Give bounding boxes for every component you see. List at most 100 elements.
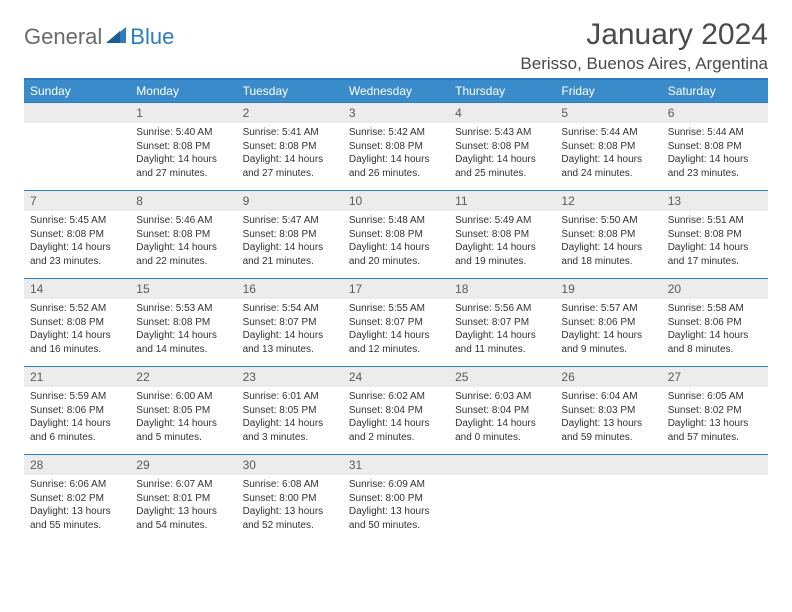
daylight-text: Daylight: 13 hours and 54 minutes. [136,505,230,532]
day-data-cell: Sunrise: 5:56 AMSunset: 8:07 PMDaylight:… [449,299,555,367]
sunset-text: Sunset: 8:00 PM [243,492,337,506]
sunset-text: Sunset: 8:07 PM [455,316,549,330]
day-number-cell: 8 [130,191,236,212]
day-data-cell: Sunrise: 5:58 AMSunset: 8:06 PMDaylight:… [662,299,768,367]
day-data-cell: Sunrise: 5:59 AMSunset: 8:06 PMDaylight:… [24,387,130,455]
day-number-row: 78910111213 [24,191,768,212]
day-data-cell: Sunrise: 5:47 AMSunset: 8:08 PMDaylight:… [237,211,343,279]
day-number-cell: 14 [24,279,130,300]
day-data-cell: Sunrise: 6:02 AMSunset: 8:04 PMDaylight:… [343,387,449,455]
calendar-table: Sunday Monday Tuesday Wednesday Thursday… [24,78,768,542]
day-number-cell: 3 [343,103,449,124]
daylight-text: Daylight: 14 hours and 8 minutes. [668,329,762,356]
day-data-row: Sunrise: 5:40 AMSunset: 8:08 PMDaylight:… [24,123,768,191]
sunrise-text: Sunrise: 5:48 AM [349,214,443,228]
day-number-cell: 11 [449,191,555,212]
day-data-cell: Sunrise: 5:52 AMSunset: 8:08 PMDaylight:… [24,299,130,367]
daylight-text: Daylight: 14 hours and 27 minutes. [243,153,337,180]
day-data-cell: Sunrise: 6:01 AMSunset: 8:05 PMDaylight:… [237,387,343,455]
sunset-text: Sunset: 8:06 PM [668,316,762,330]
day-number-cell: 1 [130,103,236,124]
day-header: Tuesday [237,79,343,103]
sunrise-text: Sunrise: 5:41 AM [243,126,337,140]
daylight-text: Daylight: 14 hours and 18 minutes. [561,241,655,268]
sunrise-text: Sunrise: 5:44 AM [561,126,655,140]
day-data-cell: Sunrise: 5:55 AMSunset: 8:07 PMDaylight:… [343,299,449,367]
sunset-text: Sunset: 8:04 PM [349,404,443,418]
day-number-cell: 22 [130,367,236,388]
day-number-cell: 15 [130,279,236,300]
daylight-text: Daylight: 13 hours and 55 minutes. [30,505,124,532]
day-data-row: Sunrise: 6:06 AMSunset: 8:02 PMDaylight:… [24,475,768,542]
day-data-cell: Sunrise: 6:07 AMSunset: 8:01 PMDaylight:… [130,475,236,542]
sunrise-text: Sunrise: 5:54 AM [243,302,337,316]
day-data-cell: Sunrise: 5:40 AMSunset: 8:08 PMDaylight:… [130,123,236,191]
daylight-text: Daylight: 14 hours and 5 minutes. [136,417,230,444]
sunset-text: Sunset: 8:07 PM [243,316,337,330]
daylight-text: Daylight: 14 hours and 0 minutes. [455,417,549,444]
sunset-text: Sunset: 8:08 PM [136,316,230,330]
daylight-text: Daylight: 14 hours and 11 minutes. [455,329,549,356]
month-title: January 2024 [520,18,768,52]
day-data-cell: Sunrise: 5:57 AMSunset: 8:06 PMDaylight:… [555,299,661,367]
sunrise-text: Sunrise: 5:52 AM [30,302,124,316]
day-number-cell: 20 [662,279,768,300]
day-data-cell: Sunrise: 5:42 AMSunset: 8:08 PMDaylight:… [343,123,449,191]
day-number-cell: 10 [343,191,449,212]
day-number-cell: 24 [343,367,449,388]
day-data-cell: Sunrise: 6:03 AMSunset: 8:04 PMDaylight:… [449,387,555,455]
sunset-text: Sunset: 8:04 PM [455,404,549,418]
day-number-cell: 30 [237,455,343,476]
daylight-text: Daylight: 14 hours and 14 minutes. [136,329,230,356]
day-data-cell [662,475,768,542]
sunset-text: Sunset: 8:08 PM [243,228,337,242]
day-number-cell: 18 [449,279,555,300]
sunrise-text: Sunrise: 6:04 AM [561,390,655,404]
day-number-cell: 28 [24,455,130,476]
daylight-text: Daylight: 14 hours and 22 minutes. [136,241,230,268]
sunset-text: Sunset: 8:08 PM [136,140,230,154]
day-number-cell: 7 [24,191,130,212]
sunset-text: Sunset: 8:03 PM [561,404,655,418]
sunset-text: Sunset: 8:08 PM [243,140,337,154]
sunrise-text: Sunrise: 5:49 AM [455,214,549,228]
day-number-cell [662,455,768,476]
sunset-text: Sunset: 8:08 PM [30,316,124,330]
day-number-row: 123456 [24,103,768,124]
sunset-text: Sunset: 8:06 PM [561,316,655,330]
day-header: Saturday [662,79,768,103]
day-data-cell: Sunrise: 6:09 AMSunset: 8:00 PMDaylight:… [343,475,449,542]
day-number-cell: 12 [555,191,661,212]
sunset-text: Sunset: 8:02 PM [668,404,762,418]
day-number-cell: 6 [662,103,768,124]
day-data-cell: Sunrise: 6:04 AMSunset: 8:03 PMDaylight:… [555,387,661,455]
sunrise-text: Sunrise: 5:45 AM [30,214,124,228]
sunset-text: Sunset: 8:08 PM [561,140,655,154]
sunrise-text: Sunrise: 6:02 AM [349,390,443,404]
day-header: Thursday [449,79,555,103]
sunset-text: Sunset: 8:08 PM [455,228,549,242]
day-header: Friday [555,79,661,103]
day-data-cell: Sunrise: 5:44 AMSunset: 8:08 PMDaylight:… [555,123,661,191]
day-data-cell: Sunrise: 5:49 AMSunset: 8:08 PMDaylight:… [449,211,555,279]
sunset-text: Sunset: 8:08 PM [668,228,762,242]
brand-word2: Blue [130,24,174,50]
sunrise-text: Sunrise: 6:00 AM [136,390,230,404]
sunrise-text: Sunrise: 5:46 AM [136,214,230,228]
day-number-cell: 25 [449,367,555,388]
day-header: Wednesday [343,79,449,103]
day-data-cell: Sunrise: 5:51 AMSunset: 8:08 PMDaylight:… [662,211,768,279]
sunset-text: Sunset: 8:01 PM [136,492,230,506]
sunrise-text: Sunrise: 6:07 AM [136,478,230,492]
daylight-text: Daylight: 14 hours and 2 minutes. [349,417,443,444]
day-number-cell: 26 [555,367,661,388]
sunset-text: Sunset: 8:08 PM [349,228,443,242]
daylight-text: Daylight: 14 hours and 9 minutes. [561,329,655,356]
day-header: Sunday [24,79,130,103]
day-number-cell: 17 [343,279,449,300]
day-number-cell: 9 [237,191,343,212]
daylight-text: Daylight: 14 hours and 25 minutes. [455,153,549,180]
day-data-cell [24,123,130,191]
day-number-cell: 19 [555,279,661,300]
sunset-text: Sunset: 8:08 PM [349,140,443,154]
